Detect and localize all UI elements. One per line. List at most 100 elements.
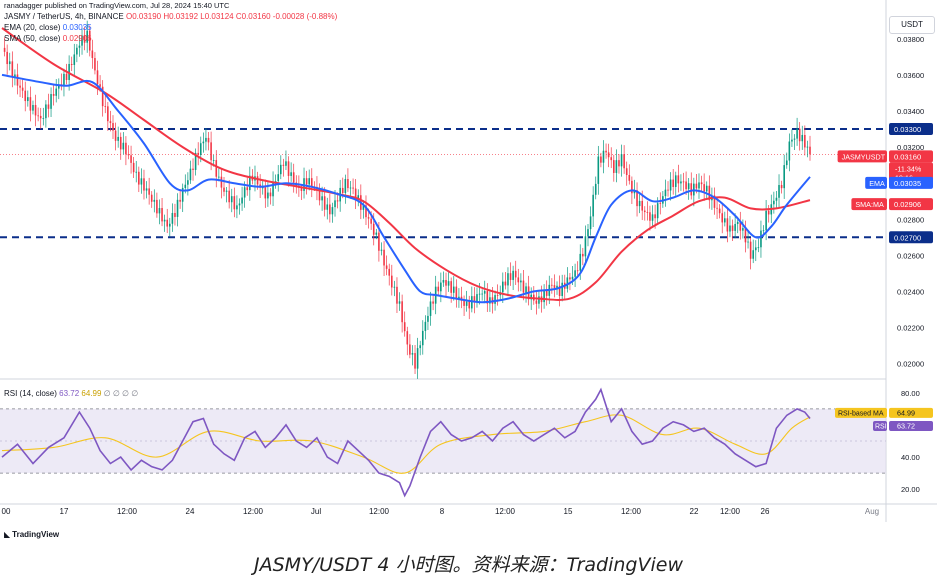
candle-body <box>101 86 104 107</box>
candle-body <box>391 275 393 288</box>
candle-body <box>233 196 236 210</box>
candle-body <box>21 87 24 91</box>
candle-body <box>132 162 135 173</box>
candle-body <box>212 160 215 161</box>
candle-body <box>336 200 339 202</box>
rsi-ma-tag-value: 64.99 <box>897 408 915 417</box>
ema-tag-value-tag <box>889 176 933 189</box>
candle-body <box>349 187 352 189</box>
candle-body <box>429 301 432 316</box>
rsi-ma-value: 64.99 <box>81 389 102 398</box>
candle-body <box>677 175 680 184</box>
candle-body <box>804 134 806 148</box>
horizontal-level-value: 0.02700 <box>894 233 921 242</box>
candle-body <box>357 195 360 199</box>
candle-body <box>747 241 749 243</box>
candle-body <box>99 84 101 87</box>
candle-body <box>494 295 496 304</box>
time-tick-label: 12:00 <box>621 507 642 516</box>
candle-body <box>447 281 450 286</box>
ema-value: 0.03035 <box>62 23 92 32</box>
candle-body <box>481 293 483 295</box>
candle-body <box>326 204 329 210</box>
candle-body <box>347 179 349 189</box>
candle-body <box>762 230 765 232</box>
candle-body <box>230 196 233 203</box>
candle-body <box>705 185 708 192</box>
candle-body <box>618 160 620 167</box>
candle-body <box>225 190 228 192</box>
candle-body <box>798 128 801 142</box>
candle-body <box>150 194 153 202</box>
candle-body <box>654 214 656 219</box>
candle-body <box>205 137 207 142</box>
candle-body <box>478 293 481 295</box>
candle-body <box>127 154 130 156</box>
candle-body <box>282 164 285 166</box>
candle-body <box>409 344 411 355</box>
candle-body <box>176 199 179 217</box>
time-tick-label: 12:00 <box>495 507 516 516</box>
candle-body <box>403 322 406 332</box>
rsi-tick-label: 80.00 <box>901 389 920 398</box>
candle-body <box>153 199 156 202</box>
candle-body <box>372 223 375 235</box>
candle-body <box>401 301 403 323</box>
candle-body <box>73 54 76 65</box>
candle-body <box>788 141 791 161</box>
candle-body <box>432 301 434 304</box>
candle-body <box>171 212 174 224</box>
candle-body <box>576 270 579 272</box>
candle-body <box>179 199 181 202</box>
candle-body <box>406 331 409 345</box>
candle-body <box>11 61 14 78</box>
candle-body <box>354 188 357 199</box>
candle-body <box>424 321 427 331</box>
candle-body <box>793 138 796 140</box>
candle-body <box>78 45 81 48</box>
time-tick-label: Jul <box>311 507 321 516</box>
rsi-ma-name: RSI-based MA <box>838 410 884 417</box>
candle-body <box>52 94 55 96</box>
candle-body <box>223 187 225 192</box>
rsi-ma-name-tag <box>835 407 887 418</box>
candle-body <box>600 156 602 163</box>
candle-body <box>274 181 277 183</box>
candle-body <box>267 192 269 199</box>
candle-body <box>161 208 163 222</box>
candle-body <box>414 353 416 369</box>
candle-body <box>109 121 112 124</box>
candle-body <box>323 196 326 210</box>
candle-body <box>713 195 716 208</box>
candle-body <box>680 181 682 184</box>
candle-body <box>473 296 476 303</box>
candle-body <box>181 187 184 202</box>
candle-body <box>773 200 775 205</box>
candle-body <box>83 35 86 43</box>
candle-body <box>649 212 651 221</box>
candle-body <box>667 189 669 191</box>
candle-body <box>192 168 194 170</box>
candle-body <box>86 30 88 43</box>
candle-body <box>32 105 34 111</box>
candle-body <box>690 183 693 196</box>
candle-body <box>736 221 739 225</box>
rsi-line <box>1 387 811 498</box>
price-tick-label: 0.02200 <box>897 323 924 332</box>
candle-body <box>135 171 138 173</box>
rsi-tick-label: 40.00 <box>901 453 920 462</box>
price-tick-label: 0.03400 <box>897 107 924 116</box>
candle-body <box>643 210 646 213</box>
candle-body <box>785 160 788 166</box>
ohlc-values: O0.03190 H0.03192 L0.03124 C0.03160 -0.0… <box>125 12 338 21</box>
candle-body <box>215 160 218 177</box>
candle-body <box>708 185 711 201</box>
candle-body <box>556 285 558 288</box>
candle-body <box>757 247 760 249</box>
candle-body <box>780 185 783 189</box>
candle-body <box>450 281 452 293</box>
candle-body <box>249 175 251 191</box>
last-price-change: -11.34% <box>895 164 922 173</box>
currency-selector[interactable]: USDT <box>889 16 935 34</box>
